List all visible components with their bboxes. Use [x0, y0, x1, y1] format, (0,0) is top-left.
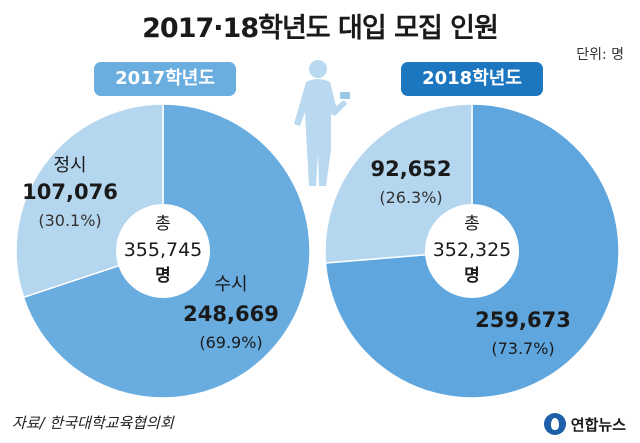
student-silhouette-icon — [294, 60, 350, 186]
total-unit-2018: 명 — [464, 266, 480, 286]
year-badge-2018: 2018학년도 — [401, 62, 543, 96]
slice-pct-2018-major: (73.7%) — [491, 339, 554, 358]
slice-pct-2018-minor: (26.3%) — [379, 188, 442, 207]
unit-label: 단위: 명 — [576, 47, 624, 63]
publisher-logo: 연합뉴스 — [543, 413, 626, 435]
total-value-2017: 355,745 — [124, 239, 203, 261]
slice-value-2018-minor: 92,652 — [370, 157, 451, 181]
slice-pct-2017-jeongsi: (30.1%) — [38, 211, 101, 230]
slice-name-2017-jeongsi: 정시 — [53, 155, 86, 176]
slice-value-2017-jeongsi: 107,076 — [22, 180, 118, 204]
total-unit-2017: 명 — [155, 266, 171, 286]
year-badge-2017: 2017학년도 — [94, 62, 236, 96]
total-value-2018: 352,325 — [433, 239, 512, 261]
pie-2017-center — [116, 204, 210, 298]
chart-title: 2017·18학년도 대입 모집 인원 — [142, 13, 499, 44]
slice-name-2017-susi: 수시 — [214, 274, 247, 295]
total-label-2018: 총 — [464, 214, 480, 234]
pie-2018-center — [425, 204, 519, 298]
slice-value-2017-susi: 248,669 — [183, 302, 279, 326]
source-credit: 자료/ 한국대학교육협의회 — [12, 414, 174, 432]
yonhap-logo-icon — [543, 413, 566, 435]
logo-text: 연합뉴스 — [570, 415, 626, 434]
slice-pct-2017-susi: (69.9%) — [199, 333, 262, 352]
slice-value-2018-major: 259,673 — [475, 308, 571, 332]
total-label-2017: 총 — [155, 214, 171, 234]
